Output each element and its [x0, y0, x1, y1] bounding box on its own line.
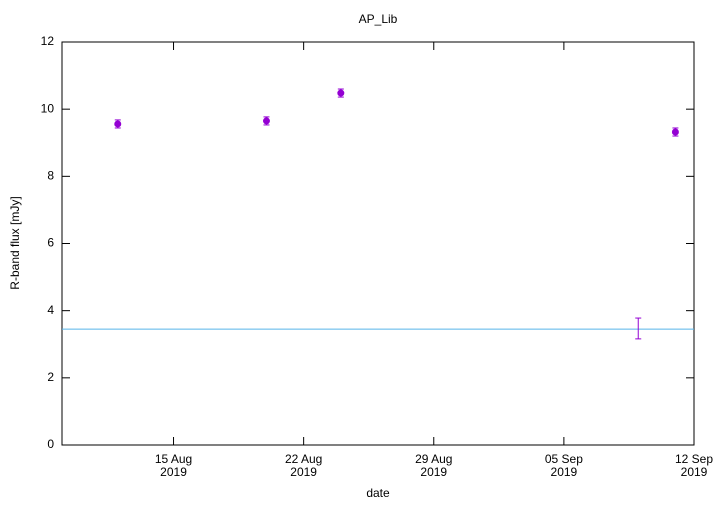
x-tick-label: 2019 — [551, 465, 578, 479]
y-tick-label: 8 — [47, 169, 54, 183]
y-tick-label: 0 — [47, 437, 54, 451]
x-tick-label: 12 Sep — [675, 452, 713, 466]
x-tick-label: 2019 — [681, 465, 708, 479]
x-tick-label: 29 Aug — [415, 452, 452, 466]
x-tick-label: 22 Aug — [285, 452, 322, 466]
y-tick-label: 6 — [47, 236, 54, 250]
x-tick-label: 05 Sep — [545, 452, 583, 466]
x-tick-label: 15 Aug — [155, 452, 192, 466]
plot-frame — [61, 41, 695, 446]
y-tick-label: 12 — [41, 34, 55, 48]
y-tick-label: 4 — [47, 303, 54, 317]
x-axis-label: date — [366, 486, 390, 500]
y-axis-label: R-band flux [mJy] — [8, 196, 22, 289]
data-point — [337, 89, 345, 97]
chart-title: AP_Lib — [359, 12, 398, 26]
x-tick-label: 2019 — [420, 465, 447, 479]
data-point — [114, 120, 122, 128]
x-tick-label: 2019 — [160, 465, 187, 479]
y-tick-label: 2 — [47, 370, 54, 384]
x-tick-label: 2019 — [290, 465, 317, 479]
data-point — [671, 128, 679, 136]
data-point — [262, 117, 270, 125]
y-tick-label: 10 — [41, 101, 55, 115]
